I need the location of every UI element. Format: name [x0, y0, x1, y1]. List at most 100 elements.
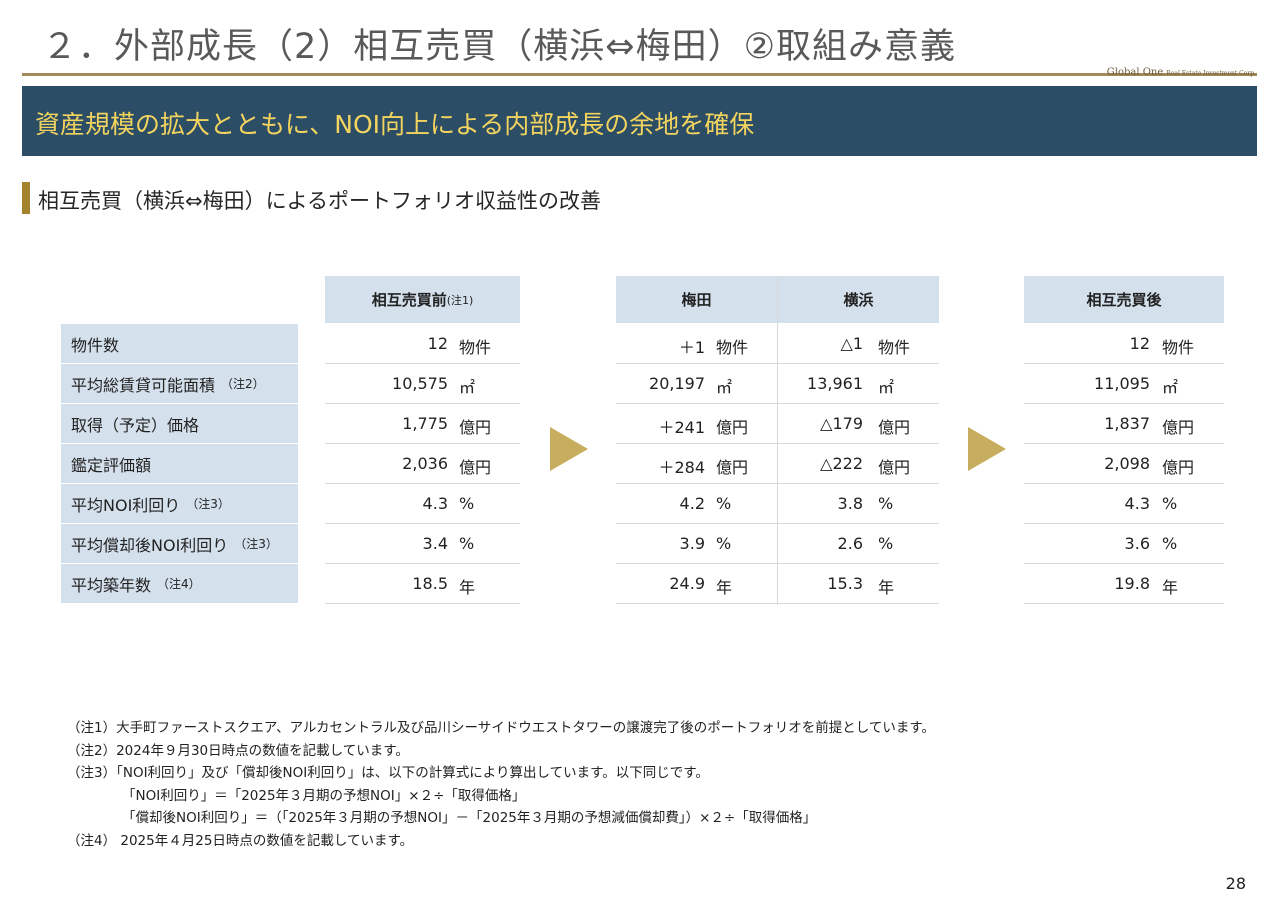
cell-value: 3.8	[837, 494, 863, 513]
table-cell-before: 10,575 ㎡	[325, 364, 520, 404]
cell-unit: %	[1162, 534, 1178, 553]
title-divider	[22, 73, 1257, 76]
cell-unit: %	[1162, 494, 1178, 513]
cell-unit: 億円	[1162, 418, 1195, 437]
cell-unit: 億円	[716, 458, 749, 477]
footnotes: （注1）大手町ファーストスクエア、アルカセントラル及び品川シーサイドウエストタワ…	[67, 717, 935, 852]
cell-value: 3.6	[1124, 534, 1150, 553]
table-cell-after: 11,095 ㎡	[1024, 364, 1224, 404]
table-cell-umeda: ＋1 物件	[616, 324, 777, 364]
cell-unit: 年	[716, 578, 733, 597]
table-cell-after: 12 物件	[1024, 324, 1224, 364]
cell-unit: 億円	[716, 418, 749, 437]
column-header-text: 梅田	[681, 291, 712, 309]
table-cell-yokohama: 13,961 ㎡	[778, 364, 939, 404]
cell-value: 12	[427, 334, 448, 353]
cell-value: 2.6	[837, 534, 863, 553]
row-label-appraisal-value: 鑑定評価額	[61, 444, 298, 483]
cell-unit: 億円	[878, 458, 911, 477]
cell-unit: %	[459, 534, 475, 553]
table-cell-umeda: ＋241 億円	[616, 404, 777, 444]
column-header-text: 相互売買前	[371, 291, 447, 309]
cell-unit: ㎡	[716, 378, 733, 397]
table-cell-after: 19.8 年	[1024, 564, 1224, 604]
cell-unit: %	[716, 534, 732, 553]
row-label-text: 平均築年数	[71, 575, 152, 595]
table-cell-before: 2,036 億円	[325, 444, 520, 484]
cell-value: 13,961	[807, 374, 863, 393]
table-cell-yokohama: △1 物件	[778, 324, 939, 364]
column-header-text: 横浜	[843, 291, 874, 309]
page-title: ２．外部成長（2）相互売買（横浜⇔梅田）②取組み意義	[42, 27, 956, 67]
cell-value: △222	[820, 454, 863, 473]
row-label-avg-leasable-area: 平均総賃貸可能面積 （注2）	[61, 364, 298, 403]
cell-unit: 年	[459, 578, 476, 597]
cell-value: 3.9	[679, 534, 705, 553]
cell-unit: ㎡	[1162, 378, 1179, 397]
banner-text: 資産規模の拡大とともに、NOI向上による内部成長の余地を確保	[35, 110, 755, 139]
table-cell-after: 2,098 億円	[1024, 444, 1224, 484]
cell-value: 24.9	[669, 574, 705, 593]
cell-value: 11,095	[1094, 374, 1150, 393]
column-header-before: 相互売買前 (注1)	[325, 276, 520, 323]
table-cell-umeda: 24.9 年	[616, 564, 777, 604]
table-cell-umeda: 3.9%	[616, 524, 777, 564]
cell-unit: 物件	[716, 338, 749, 357]
footnote-formula: 「償却後NOI利回り」＝（「2025年３月期の予想NOI」－「2025年３月期の…	[122, 810, 817, 826]
row-label-text: 平均NOI利回り	[71, 495, 181, 515]
section-subheading: 相互売買（横浜⇔梅田）によるポートフォリオ収益性の改善	[38, 189, 601, 213]
cell-unit: 億円	[459, 418, 492, 437]
row-label-property-count: 物件数	[61, 324, 298, 363]
table-cell-yokohama: 3.8%	[778, 484, 939, 524]
cell-value: ＋284	[658, 458, 705, 477]
row-label-text: 取得（予定）価格	[71, 415, 200, 435]
cell-unit: 億円	[878, 418, 911, 437]
cell-value: 2,098	[1104, 454, 1150, 473]
footnote: （注1）大手町ファーストスクエア、アルカセントラル及び品川シーサイドウエストタワ…	[67, 720, 935, 736]
cell-value: 4.3	[422, 494, 448, 513]
column-header-note: (注1)	[446, 293, 474, 307]
table-cell-before: 18.5 年	[325, 564, 520, 604]
column-separator	[777, 276, 778, 605]
row-label-note: （注2）	[221, 377, 265, 391]
footnote: （注2）2024年９月30日時点の数値を記載しています。	[67, 742, 409, 759]
table-cell-umeda: 20,197 ㎡	[616, 364, 777, 404]
cell-unit: ㎡	[878, 378, 895, 397]
company-logo: Global One Real Estate Investment Corp.	[1107, 60, 1256, 79]
row-label-note: （注3）	[186, 497, 230, 511]
cell-value: 3.4	[422, 534, 448, 553]
cell-unit: 年	[1162, 578, 1179, 597]
table-cell-before: 1,775 億円	[325, 404, 520, 444]
cell-unit: 物件	[459, 338, 492, 357]
row-label-avg-noi-yield-after-depreciation: 平均償却後NOI利回り （注3）	[61, 524, 298, 563]
cell-value: 19.8	[1114, 574, 1150, 593]
table-cell-yokohama: 15.3 年	[778, 564, 939, 604]
cell-unit: ㎡	[459, 378, 476, 397]
row-label-note: （注3）	[234, 537, 278, 551]
arrow-right-icon	[550, 427, 588, 471]
page-number: 28	[1225, 874, 1246, 893]
row-label-avg-building-age: 平均築年数 （注4）	[61, 564, 298, 603]
cell-value: 18.5	[412, 574, 448, 593]
cell-value: 4.2	[679, 494, 705, 513]
key-message-banner: 資産規模の拡大とともに、NOI向上による内部成長の余地を確保	[22, 86, 1257, 156]
cell-value: 4.3	[1124, 494, 1150, 513]
subhead-accent-bar	[22, 182, 30, 214]
table-cell-after: 4.3%	[1024, 484, 1224, 524]
footnote: （注3）「NOI利回り」及び「償却後NOI利回り」は、以下の計算式により算出して…	[67, 765, 709, 781]
cell-unit: 億円	[1162, 458, 1195, 477]
table-cell-after: 3.6%	[1024, 524, 1224, 564]
cell-value: 20,197	[649, 374, 705, 393]
cell-value: 2,036	[402, 454, 448, 473]
footnote: （注4） 2025年４月25日時点の数値を記載しています。	[67, 832, 414, 849]
cell-value: △179	[820, 414, 863, 433]
table-cell-before: 4.3%	[325, 484, 520, 524]
cell-unit: %	[459, 494, 475, 513]
table-cell-yokohama: △222 億円	[778, 444, 939, 484]
arrow-right-icon	[968, 427, 1006, 471]
cell-unit: 年	[878, 578, 895, 597]
row-label-note: （注4）	[157, 577, 201, 591]
cell-value: 1,775	[402, 414, 448, 433]
cell-unit: %	[716, 494, 732, 513]
table-cell-before: 12 物件	[325, 324, 520, 364]
